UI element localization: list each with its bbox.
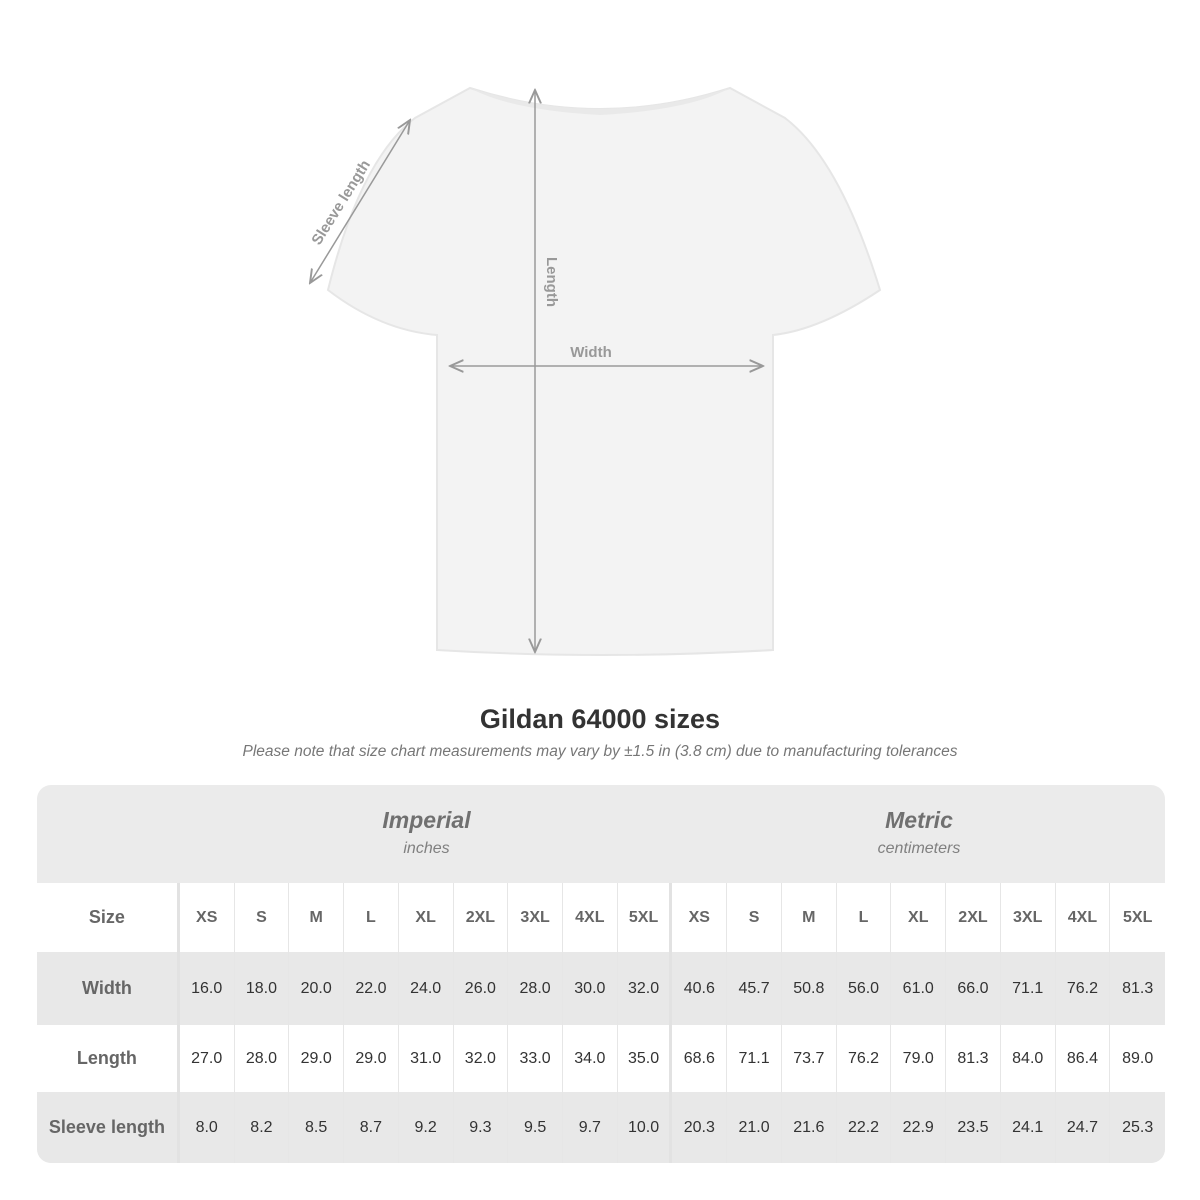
- table-cell: 71.1: [1001, 952, 1056, 1025]
- table-cell: 33.0: [508, 1025, 563, 1092]
- table-cell: 89.0: [1122, 1049, 1154, 1067]
- table-cell: 29.0: [289, 1025, 345, 1092]
- imperial-unit: inches: [403, 840, 450, 857]
- table-cell: 56.0: [837, 952, 892, 1025]
- table-cell: 23.5: [946, 1092, 1001, 1163]
- table-cell: 25.3: [1122, 1118, 1154, 1136]
- table-cell: 28.0: [235, 1025, 290, 1092]
- table-cell: 50.8: [782, 952, 837, 1025]
- table-cell: 79.0: [891, 1025, 947, 1092]
- width-label: Width: [570, 344, 612, 361]
- size-header-cell: M: [782, 883, 837, 952]
- tolerance-note: Please note that size chart measurements…: [242, 743, 958, 760]
- table-cell: 45.7: [727, 952, 782, 1025]
- table-cell: 9.3: [454, 1092, 509, 1163]
- table-cell: 61.0: [891, 952, 947, 1025]
- table-cell: 18.0: [235, 952, 290, 1025]
- table-cell: 8.5: [289, 1092, 345, 1163]
- table-cell: 9.5: [508, 1092, 563, 1163]
- length-label: Length: [543, 257, 560, 307]
- table-cell: 35.0: [618, 1025, 673, 1092]
- table-cell: 34.0: [563, 1025, 618, 1092]
- table-cell: 76.2: [1056, 952, 1111, 1025]
- size-header-cell: 5XL: [1123, 908, 1153, 926]
- table-cell: 9.2: [399, 1092, 454, 1163]
- table-cell: 27.0: [180, 1025, 235, 1092]
- table-cell: 28.0: [508, 952, 563, 1025]
- table-cell: 8.0: [180, 1092, 235, 1163]
- size-table: Imperial inches Metric centimeters Size X…: [37, 785, 1165, 1163]
- tshirt-diagram: Sleeve length Length Width: [308, 86, 882, 656]
- size-header-cell: S: [727, 883, 782, 952]
- row-label: Sleeve length: [37, 1092, 180, 1163]
- table-cell: 16.0: [180, 952, 235, 1025]
- table-row: Size XS S M L XL 2XL 3XL 4XL 5XL XS S M L XL 2XL 3XL 4XL 5…: [37, 883, 1165, 952]
- row-label: Length: [37, 1025, 180, 1092]
- table-cell: 31.0: [399, 1025, 454, 1092]
- row-label: Size: [37, 883, 180, 952]
- metric-header: Metric centimeters: [673, 785, 1165, 883]
- table-cell: 86.4: [1056, 1025, 1111, 1092]
- imperial-label: Imperial: [382, 807, 471, 833]
- table-cell: 21.0: [727, 1092, 782, 1163]
- page-title: Gildan 64000 sizes: [479, 704, 721, 734]
- table-cell: 68.6: [672, 1025, 728, 1092]
- size-header-cell: XS: [180, 883, 235, 952]
- table-cell: 76.2: [837, 1025, 892, 1092]
- table-cell: 24.0: [399, 952, 454, 1025]
- size-header-cell: 3XL: [1001, 883, 1056, 952]
- table-cell: 8.2: [235, 1092, 290, 1163]
- size-header-cell: 3XL: [508, 883, 563, 952]
- size-header-cell: 4XL: [563, 883, 618, 952]
- table-row: Length 27.0 28.0 29.0 29.0 31.0 32.0 33.0 34.0 35…: [37, 1025, 1165, 1092]
- size-header-cell: L: [344, 883, 399, 952]
- table-row: Width 16.0 18.0 20.0 22.0 24.0 26.0 28.0 30.0 32.…: [37, 952, 1165, 1025]
- sleeve-measure-line: [310, 120, 410, 283]
- table-row: Sleeve length 8.0 8.2 8.5 8.7 9.2 9.3 9.5 9.7 10.…: [37, 1092, 1165, 1163]
- size-header-cell: 2XL: [946, 883, 1001, 952]
- size-header-cell: XL: [399, 883, 454, 952]
- size-header-cell: XL: [891, 883, 947, 952]
- table-cell: 22.9: [891, 1092, 947, 1163]
- size-header-cell: 2XL: [454, 883, 509, 952]
- size-header-cell: XS: [672, 883, 728, 952]
- metric-unit: centimeters: [877, 840, 961, 857]
- table-cell: 10.0: [618, 1092, 673, 1163]
- imperial-header: Imperial inches: [180, 785, 673, 883]
- table-cell: 81.3: [946, 1025, 1001, 1092]
- table-cell: 8.7: [344, 1092, 399, 1163]
- table-cell: 24.7: [1056, 1092, 1111, 1163]
- metric-label: Metric: [885, 807, 953, 833]
- table-cell: 26.0: [454, 952, 509, 1025]
- table-cell: 9.7: [563, 1092, 618, 1163]
- row-label: Width: [37, 952, 180, 1025]
- size-header-cell: M: [289, 883, 345, 952]
- table-cell: 71.1: [727, 1025, 782, 1092]
- size-header-cell: S: [235, 883, 290, 952]
- table-cell: 73.7: [782, 1025, 837, 1092]
- table-cell: 30.0: [563, 952, 618, 1025]
- table-cell: 21.6: [782, 1092, 837, 1163]
- size-header-cell: 5XL: [618, 883, 673, 952]
- table-cell: 84.0: [1001, 1025, 1056, 1092]
- table-cell: 40.6: [672, 952, 728, 1025]
- size-header-cell: L: [837, 883, 892, 952]
- size-header-cell: 4XL: [1056, 883, 1111, 952]
- table-cell: 32.0: [454, 1025, 509, 1092]
- tshirt-shape: [326, 86, 882, 656]
- table-cell: 81.3: [1122, 979, 1154, 997]
- table-cell: 66.0: [946, 952, 1001, 1025]
- table-cell: 24.1: [1001, 1092, 1056, 1163]
- table-cell: 29.0: [344, 1025, 399, 1092]
- table-cell: 32.0: [618, 952, 673, 1025]
- table-cell: 20.3: [672, 1092, 728, 1163]
- table-cell: 20.0: [289, 952, 345, 1025]
- table-cell: 22.2: [837, 1092, 892, 1163]
- table-cell: 22.0: [344, 952, 399, 1025]
